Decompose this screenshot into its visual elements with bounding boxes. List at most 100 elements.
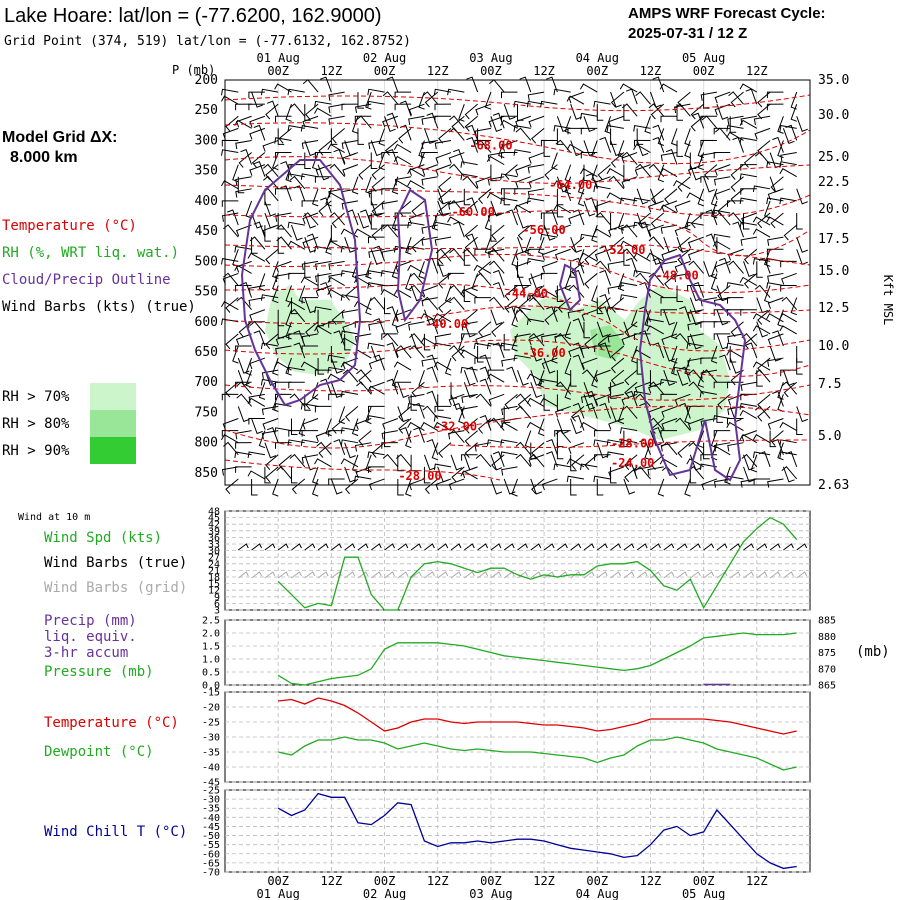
wind-barb: [596, 478, 604, 496]
grid-wind-barb: [357, 571, 369, 579]
wind-barb: [660, 309, 678, 316]
wind-barb: [490, 225, 497, 242]
wind-barb: [298, 285, 306, 304]
top-date-tick-label: 04 Aug: [576, 51, 619, 65]
pressure-tick-label: 885: [818, 616, 836, 627]
height-tick-label: 2.63: [818, 478, 849, 493]
wind-barb: [304, 140, 316, 157]
surface-wind-barb: [623, 543, 635, 551]
wind-barb: [713, 176, 731, 186]
wind-barb: [625, 88, 638, 105]
wind-barb: [580, 127, 598, 135]
wind-barb: [235, 224, 252, 237]
wind-barb: [311, 188, 319, 207]
rh-shading: [265, 285, 730, 440]
temperature-line: [278, 697, 797, 735]
y-tick-label: 33: [208, 540, 220, 551]
y-tick-label: -35: [202, 748, 220, 759]
wind-barb: [514, 333, 531, 343]
wind-barb: [514, 188, 531, 195]
wind-barb: [253, 330, 266, 347]
surface-wind-barb: [783, 543, 794, 551]
wind-barb: [724, 466, 731, 485]
wind-barb: [663, 309, 675, 326]
wind-barb: [260, 342, 279, 350]
wind-barb: [275, 188, 292, 195]
wind-barb: [700, 176, 717, 183]
wind-barb: [714, 127, 731, 141]
wind-barb: [513, 306, 531, 313]
wind-barb: [688, 260, 705, 274]
wind-barb: [221, 393, 239, 401]
wind-barb: [249, 127, 266, 140]
temperature-panel: -15 -20 -25 -30 -35 -40 -45: [202, 688, 811, 789]
wind-barb: [408, 478, 425, 491]
bottom-hour-tick-label: 12Z: [533, 874, 555, 888]
wind-barb: [766, 282, 784, 289]
isotherm-44: [224, 253, 811, 293]
wind-barb: [422, 405, 439, 419]
wind-barb: [634, 139, 651, 147]
wind-barb: [314, 100, 332, 108]
wind-barb: [796, 418, 803, 435]
wind-barb: [712, 240, 731, 250]
top-hour-tick-label: 00Z: [374, 64, 396, 78]
wind-barb: [700, 357, 717, 365]
surface-wind-barb: [676, 543, 688, 551]
wind-barb: [780, 152, 797, 162]
wind-barb: [422, 164, 438, 176]
grid-wind-barb: [291, 571, 302, 579]
wind-barb: [357, 92, 364, 109]
wind-barb: [540, 233, 558, 241]
wind-chill-panel: -25-30-35-40-45-50-55-60-65-70: [202, 786, 811, 879]
wind-barb: [221, 466, 239, 476]
pressure-label: Pressure (mb): [44, 664, 154, 680]
wind-barb: [515, 164, 531, 176]
wind-barb: [437, 394, 444, 411]
wind-barb: [338, 406, 346, 425]
wind-barb: [599, 306, 612, 322]
wind-barb: [610, 91, 622, 108]
y-tick-label: 18: [208, 573, 220, 584]
wind-barb: [634, 164, 651, 176]
wind-barb: [591, 164, 598, 183]
surface-wind-barb: [596, 543, 608, 551]
grid-wind-barb: [543, 571, 555, 579]
isotherm-label: -28.00: [398, 469, 441, 483]
grid-wind-barb: [450, 571, 462, 579]
wind-barb: [504, 164, 518, 180]
wind-barb: [365, 297, 372, 316]
wind-barb: [381, 442, 398, 449]
wind-barb: [796, 236, 808, 253]
wind-barb: [741, 453, 758, 468]
wind-barb: [422, 285, 438, 297]
wind-barb: [466, 233, 479, 250]
wind-barb: [247, 470, 266, 480]
wind-barb: [418, 261, 425, 279]
wind-barb: [290, 297, 298, 315]
wind-barb: [583, 140, 596, 157]
surface-wind-barb: [663, 543, 675, 551]
wind-barb: [713, 209, 731, 217]
cross-section-frame: [224, 79, 811, 486]
surface-wind-barb: [264, 543, 276, 551]
wind-barb: [503, 104, 516, 120]
grid-wind-barb: [729, 571, 741, 579]
wind-barb: [304, 104, 311, 121]
y-tick-label: -65: [202, 858, 220, 869]
wind-barb: [426, 390, 439, 407]
height-tick-label: 12.5: [818, 301, 849, 316]
wind-barb: [504, 297, 518, 313]
top-date-tick-label: 01 Aug: [257, 51, 300, 65]
wind-barb: [726, 349, 744, 359]
wind-barb: [699, 463, 718, 471]
wind-barb: [540, 100, 558, 108]
wind-barb: [625, 257, 638, 274]
wind-barb: [314, 176, 332, 183]
cloud-outline-2: [396, 188, 434, 323]
wind-barb: [346, 209, 359, 226]
wind-barb: [300, 173, 319, 180]
wind-barb: [553, 125, 571, 132]
wind-barb: [438, 188, 452, 205]
wind-barb: [475, 103, 492, 116]
